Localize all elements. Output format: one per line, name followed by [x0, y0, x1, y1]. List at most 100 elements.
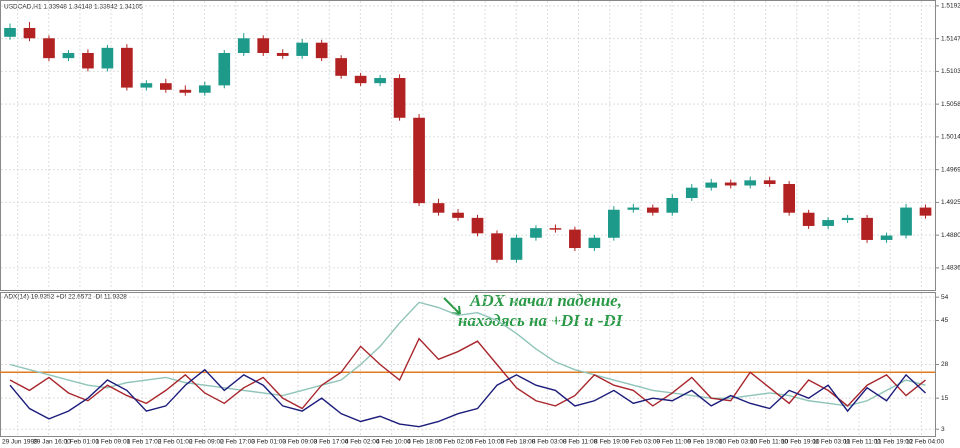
- x-tick-label: 4 Feb 10:00: [376, 439, 411, 446]
- candle-body: [276, 52, 289, 56]
- x-tick-label: 2 Feb 17:00: [220, 439, 255, 446]
- x-tick-label: 5 Feb 18:00: [501, 439, 536, 446]
- x-tick-label: 10 Feb 03:00: [719, 439, 758, 446]
- candle-body: [861, 217, 873, 240]
- x-tick-label: 1 Feb 09:00: [96, 439, 131, 446]
- x-tick-label: 10 Feb 11:00: [750, 439, 788, 446]
- y-tick-label: 45: [941, 317, 949, 324]
- candle-body: [315, 42, 328, 59]
- y-tick-label: 1.49250: [941, 199, 960, 206]
- x-tick-label: 3 Feb 17:00: [314, 439, 349, 446]
- candle-body: [374, 78, 386, 84]
- candle-body: [121, 47, 133, 88]
- y-tick-label: 1.51030: [941, 68, 960, 75]
- x-tick-label: 9 Feb 19:00: [688, 439, 723, 446]
- candle-body: [919, 207, 932, 216]
- candle-body: [491, 233, 503, 260]
- x-tick-label: 8 Feb 19:00: [594, 439, 629, 446]
- candle-body: [413, 117, 425, 204]
- candle-body: [23, 27, 36, 39]
- x-tick-label: 10 Feb 19:00: [781, 439, 820, 446]
- x-tick-label: 2 Feb 01:00: [158, 439, 193, 446]
- candle-body: [783, 184, 796, 213]
- candle-body: [432, 203, 445, 213]
- candle-body: [744, 180, 757, 186]
- candle-body: [627, 207, 640, 210]
- candle-body: [510, 237, 523, 260]
- x-tick-label: 11 Feb 19:00: [875, 439, 913, 446]
- candle-body: [43, 38, 55, 59]
- x-tick-label: 2 Feb 09:00: [189, 439, 224, 446]
- series-line: [9, 368, 926, 428]
- candle-body: [159, 83, 172, 90]
- y-tick-label: 1.48805: [941, 232, 960, 239]
- x-tick-label: 3 Feb 09:00: [283, 439, 318, 446]
- symbol-header: USDCAD,H1 1.33948 1.34148 1.33942 1.3410…: [4, 4, 143, 11]
- y-tick-label: 1.51475: [941, 35, 960, 42]
- candle-body: [530, 228, 542, 238]
- annotation-arrow: [443, 297, 461, 315]
- candle-body: [140, 83, 153, 88]
- y-tick-label: 15: [941, 395, 949, 402]
- x-tick-label: 5 Feb 10:00: [470, 439, 505, 446]
- x-tick-label: 8 Feb 03:00: [532, 439, 567, 446]
- x-tick-label: 29 Jun 1999: [2, 439, 38, 446]
- x-tick-label: 4 Feb 02:00: [345, 439, 380, 446]
- candle-body: [666, 197, 679, 213]
- candle-body: [822, 220, 834, 226]
- y-tick-label: 1.51920: [941, 3, 960, 10]
- candle-body: [763, 180, 776, 185]
- candle-body: [62, 52, 75, 59]
- candle-body: [705, 182, 718, 188]
- candle-body: [198, 85, 211, 93]
- series-line: [9, 337, 926, 410]
- candle-body: [218, 52, 231, 86]
- candle-body: [452, 212, 464, 218]
- series-line: [9, 301, 926, 407]
- candle-body: [841, 217, 854, 221]
- y-tick-label: 28: [941, 361, 949, 368]
- x-tick-label: 5 Feb 02:00: [438, 439, 473, 446]
- y-tick-label: 1.48360: [941, 265, 960, 272]
- candle-body: [393, 78, 406, 118]
- candle-body: [335, 58, 347, 76]
- x-tick-label: 9 Feb 11:00: [657, 439, 692, 446]
- price-panel: [0, 0, 936, 291]
- candle-body: [802, 212, 815, 226]
- candle-body: [296, 42, 309, 56]
- x-tick-label: 9 Feb 03:00: [625, 439, 660, 446]
- x-tick-label: 1 Feb 17:00: [127, 439, 162, 446]
- candle-body: [4, 27, 16, 37]
- x-tick-label: 11 Feb 03:00: [812, 439, 850, 446]
- candle-body: [880, 235, 893, 240]
- candle-body: [237, 38, 250, 53]
- x-tick-label: 3 Feb 01:00: [251, 439, 286, 446]
- candle-body: [569, 229, 581, 249]
- y-tick-label: 1.49695: [941, 166, 960, 173]
- annotation: находясь на +DI и -DI: [458, 311, 624, 330]
- y-tick-label: 1.50585: [941, 101, 960, 108]
- x-tick-label: 29 Jan 16:00: [33, 439, 71, 446]
- candle-body: [471, 217, 484, 234]
- candle-body: [101, 47, 114, 69]
- candle-body: [608, 209, 620, 238]
- candle-body: [588, 237, 601, 249]
- candle-body: [354, 75, 367, 84]
- y-tick-label: 1.50140: [941, 134, 960, 141]
- candle-body: [900, 207, 912, 236]
- x-tick-label: 8 Feb 11:00: [563, 439, 598, 446]
- candle-body: [82, 52, 94, 69]
- x-tick-label: 1 Feb 01:00: [64, 439, 99, 446]
- candle-body: [724, 182, 737, 186]
- candle-body: [685, 187, 698, 198]
- y-tick-label: 54: [941, 294, 949, 301]
- x-tick-label: 11 Feb 11:00: [844, 439, 882, 446]
- candle-body: [549, 228, 562, 230]
- y-tick-label: 3: [941, 426, 945, 433]
- annotation: ADX начал падение,: [469, 291, 622, 310]
- x-tick-label: 4 Feb 18:00: [407, 439, 442, 446]
- candle-body: [179, 89, 192, 93]
- candle-body: [646, 207, 659, 213]
